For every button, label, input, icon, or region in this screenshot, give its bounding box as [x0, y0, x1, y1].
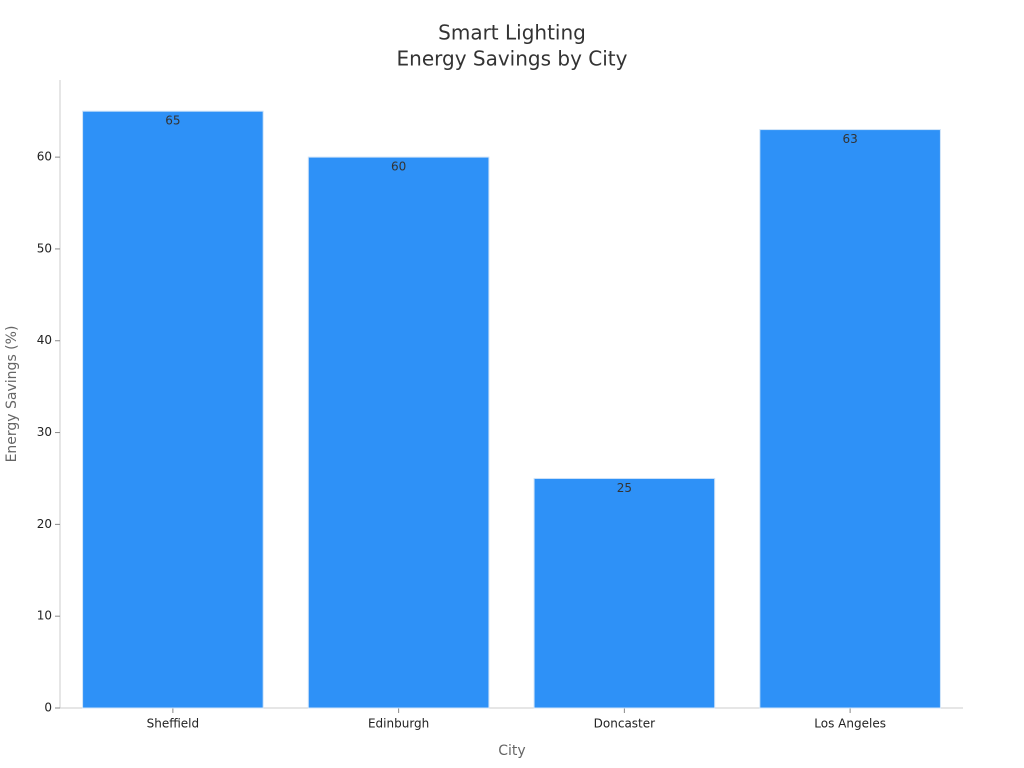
y-tick-label: 20: [37, 517, 52, 531]
value-label: 60: [391, 160, 406, 174]
y-tick-label: 50: [37, 241, 52, 255]
y-tick-label: 10: [37, 609, 52, 623]
x-tick-label: Edinburgh: [368, 717, 429, 731]
chart-title: Smart Lighting: [438, 21, 586, 45]
x-tick-label: Doncaster: [594, 717, 655, 731]
chart-title: Energy Savings by City: [397, 47, 628, 71]
bar: [307, 156, 490, 709]
y-tick-label: 30: [37, 425, 52, 439]
y-tick-label: 60: [37, 150, 52, 164]
x-axis-label: City: [498, 743, 525, 759]
x-tick-label: Los Angeles: [814, 717, 886, 731]
y-axis-label: Energy Savings (%): [4, 326, 20, 463]
value-label: 25: [617, 481, 632, 495]
value-label: 65: [165, 114, 180, 128]
bar: [82, 110, 264, 709]
y-tick-label: 0: [44, 701, 52, 715]
bar: [759, 129, 941, 709]
value-label: 63: [842, 132, 857, 146]
y-tick-label: 40: [37, 333, 52, 347]
x-tick-label: Sheffield: [147, 717, 200, 731]
bar: [533, 477, 716, 709]
